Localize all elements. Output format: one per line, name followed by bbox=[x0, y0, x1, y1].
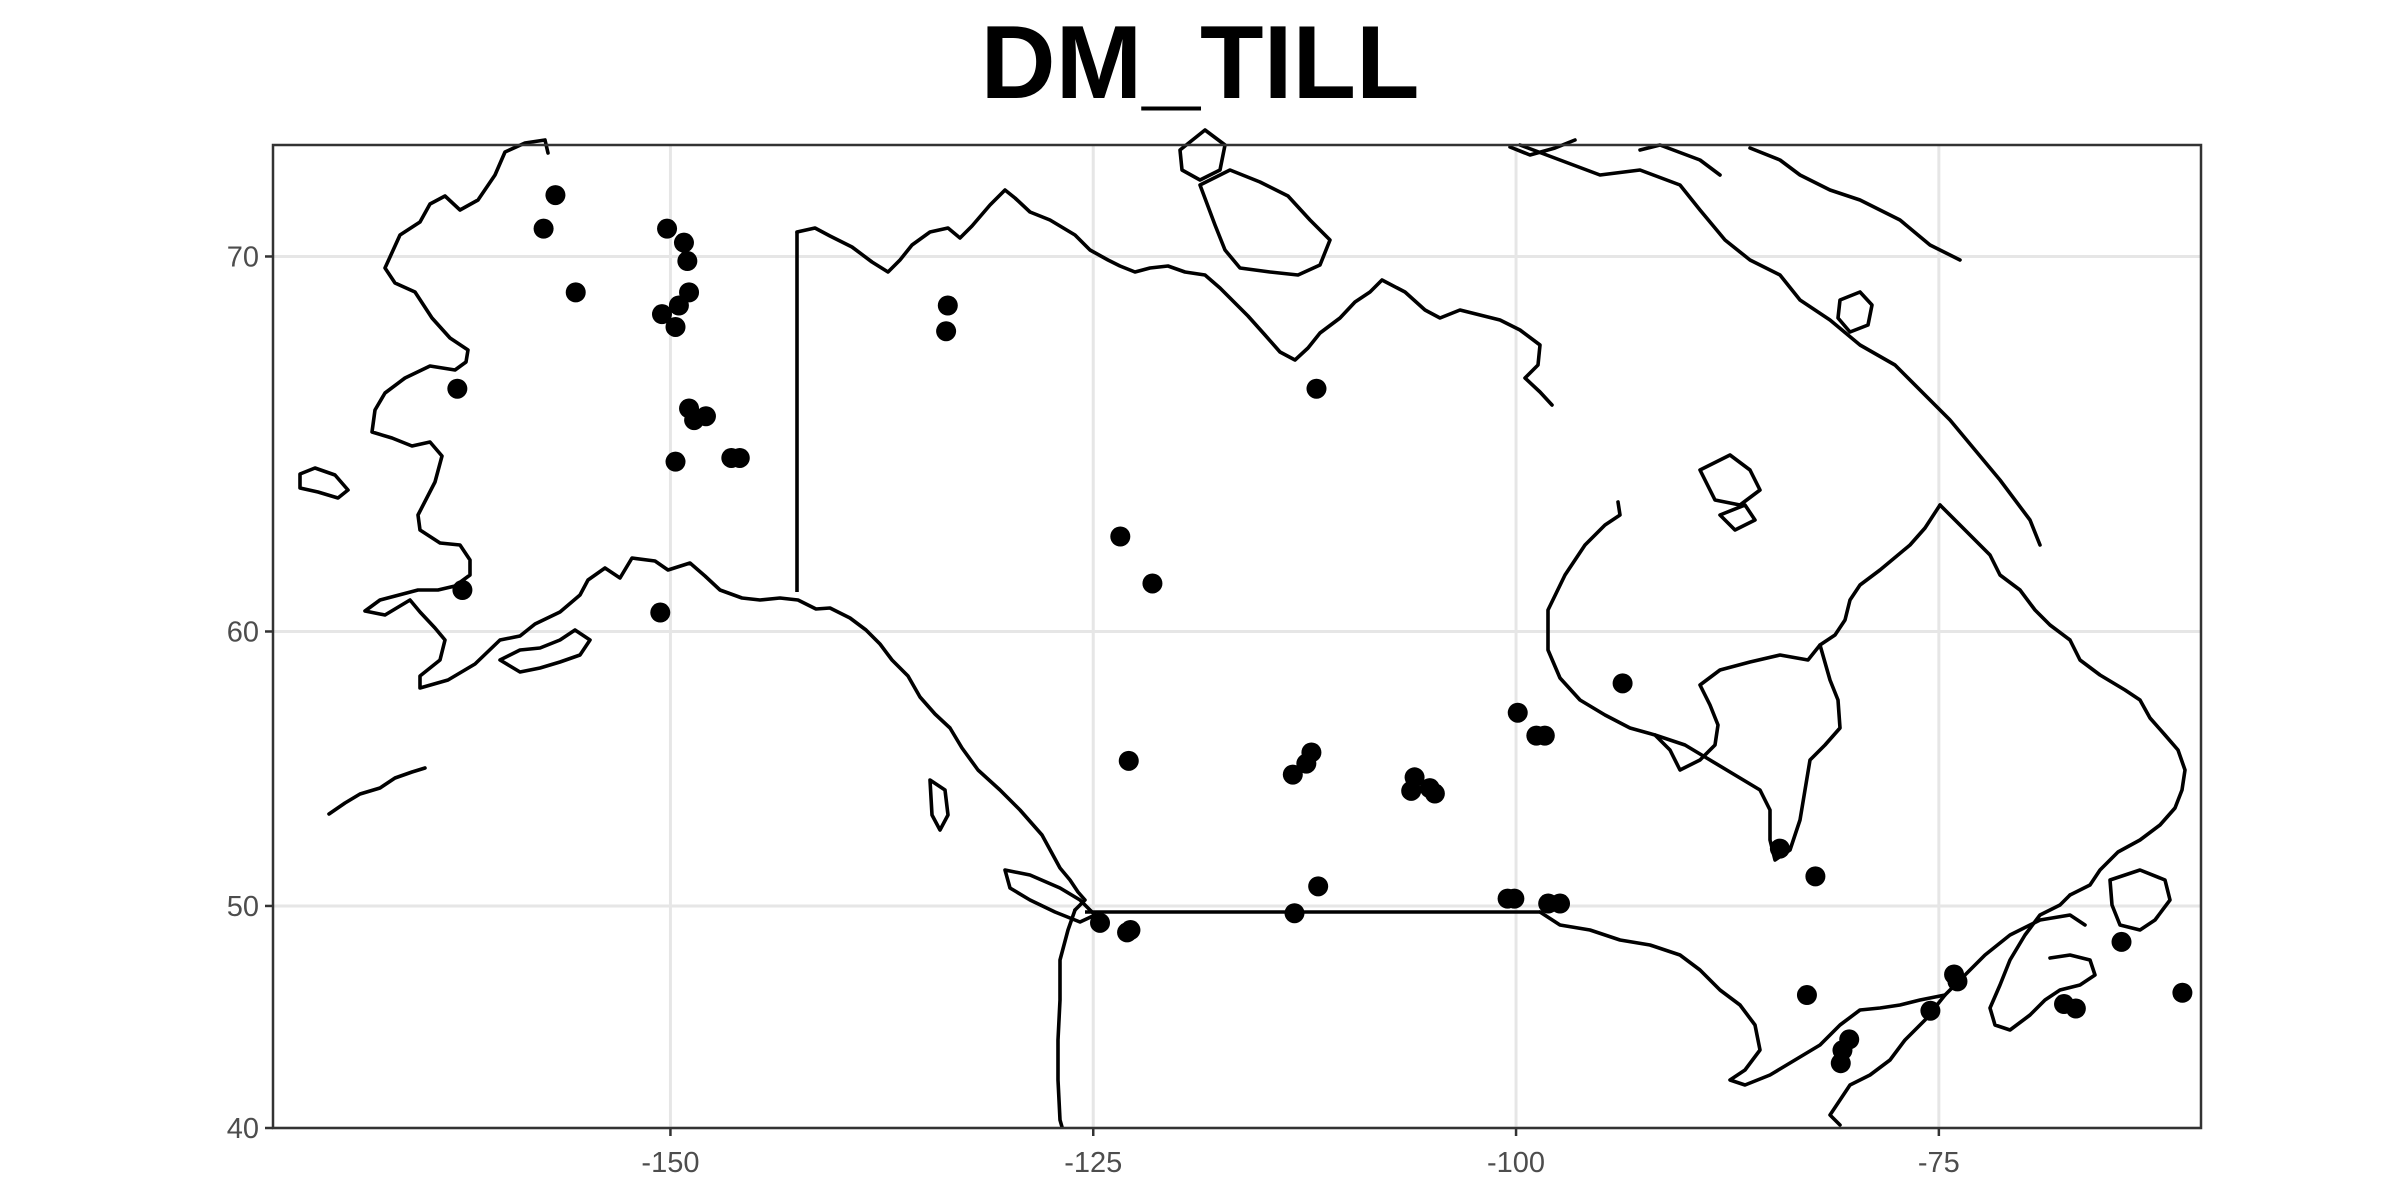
sample-site-point bbox=[1296, 753, 1317, 774]
sample-site-point bbox=[1504, 888, 1525, 909]
y-tick-label: 70 bbox=[227, 241, 259, 273]
sample-site-point bbox=[1534, 725, 1555, 746]
sample-site-point bbox=[729, 447, 750, 468]
sample-site-point bbox=[1769, 838, 1790, 859]
alaska-coastline bbox=[363, 138, 1087, 912]
banks-island bbox=[1178, 128, 1227, 182]
sample-site-point bbox=[2172, 982, 2193, 1003]
x-tick-label: -150 bbox=[641, 1147, 699, 1179]
labrador-coast bbox=[1938, 503, 2187, 897]
sample-site-point bbox=[1090, 912, 1111, 933]
sample-site-point bbox=[565, 282, 586, 303]
sample-site-point bbox=[684, 410, 705, 431]
sample-site-point bbox=[545, 185, 566, 206]
panel-border bbox=[271, 143, 2203, 1130]
us-east-coast bbox=[1828, 993, 1947, 1127]
sample-site-point bbox=[1306, 378, 1327, 399]
sample-site-point bbox=[651, 304, 672, 325]
sample-site-point bbox=[1118, 750, 1139, 771]
sample-site-point bbox=[1805, 866, 1826, 887]
alaska-island bbox=[298, 466, 350, 500]
sample-points bbox=[447, 185, 2193, 1074]
sample-site-point bbox=[1120, 920, 1141, 941]
sample-site-point bbox=[452, 579, 473, 600]
y-tick-label: 50 bbox=[227, 891, 259, 923]
y-axis: 40 50 60 70 bbox=[227, 241, 273, 1145]
coats-island bbox=[1718, 503, 1757, 532]
sample-site-point bbox=[1796, 985, 1817, 1006]
vancouver-island bbox=[1003, 868, 1097, 924]
sample-site-point bbox=[677, 251, 698, 272]
hudson-bay-coast bbox=[1546, 500, 1942, 772]
sample-site-point bbox=[2065, 998, 2086, 1019]
canada-arctic-coast bbox=[795, 188, 1554, 407]
x-axis: -150 -125 -100 -75 bbox=[641, 1128, 1960, 1179]
x-tick-label: -125 bbox=[1064, 1147, 1122, 1179]
sample-site-point bbox=[2111, 931, 2132, 952]
sample-site-point bbox=[937, 295, 958, 316]
haida-gwaii bbox=[928, 778, 950, 832]
pacific-coast bbox=[1056, 908, 1077, 1129]
sample-site-point bbox=[673, 232, 694, 253]
x-tick-label: -75 bbox=[1918, 1147, 1960, 1179]
sample-site-point bbox=[1920, 1000, 1941, 1021]
sample-site-point bbox=[1401, 780, 1422, 801]
sample-site-point bbox=[533, 218, 554, 239]
victoria-island bbox=[1198, 168, 1332, 277]
sample-site-point bbox=[1424, 783, 1445, 804]
sample-site-point bbox=[1830, 1053, 1851, 1074]
sample-site-point bbox=[668, 295, 689, 316]
x-tick-label: -100 bbox=[1487, 1147, 1545, 1179]
sample-site-point bbox=[665, 316, 686, 337]
sample-site-point bbox=[1284, 903, 1305, 924]
sample-site-point bbox=[1550, 893, 1571, 914]
sample-site-point bbox=[1612, 673, 1633, 694]
sample-site-point bbox=[1110, 526, 1131, 547]
sample-site-point bbox=[1308, 876, 1329, 897]
sample-site-point bbox=[447, 378, 468, 399]
arctic-islands-north bbox=[1508, 138, 1962, 262]
great-lakes-coast bbox=[1538, 910, 2087, 1087]
baffin-region bbox=[1518, 143, 2042, 547]
y-tick-label: 60 bbox=[227, 616, 259, 648]
sample-site-point bbox=[650, 602, 671, 623]
sample-site-point bbox=[1282, 764, 1303, 785]
aleutian-islands bbox=[327, 766, 427, 816]
sample-site-point bbox=[665, 451, 686, 472]
alaska-peninsula-islands bbox=[498, 628, 592, 674]
gulf-st-lawrence bbox=[1988, 893, 2097, 1032]
james-bay-coast bbox=[1653, 643, 1842, 862]
sample-site-point bbox=[1142, 573, 1163, 594]
arctic-lake bbox=[1836, 290, 1874, 334]
sample-site-point bbox=[657, 218, 678, 239]
y-tick-label: 40 bbox=[227, 1113, 259, 1145]
southampton-island bbox=[1698, 453, 1762, 507]
sample-site-point bbox=[1507, 702, 1528, 723]
sample-site-point bbox=[936, 321, 957, 342]
map-title: DM_TILL bbox=[980, 5, 1420, 121]
sample-site-point bbox=[1947, 971, 1968, 992]
coastline-layer bbox=[298, 128, 2187, 1129]
newfoundland bbox=[2108, 868, 2172, 932]
